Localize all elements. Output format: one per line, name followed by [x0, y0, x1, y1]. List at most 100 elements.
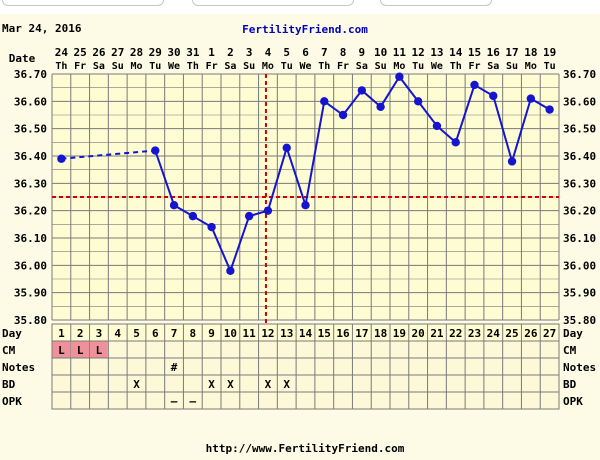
date-label: 8 — [340, 46, 347, 59]
date-label: 28 — [130, 46, 143, 59]
cm-cell: L — [96, 344, 103, 357]
weekday-label: We — [299, 61, 311, 72]
day-cell: 25 — [505, 327, 518, 340]
cm-cell: L — [58, 344, 65, 357]
weekday-label: Tu — [544, 61, 556, 72]
y-tick-label: 36.70 — [563, 68, 596, 81]
bd-cell: X — [133, 378, 140, 391]
day-cell: 1 — [58, 327, 65, 340]
temperature-point — [320, 97, 329, 106]
temperature-point — [413, 97, 423, 106]
bd-row-label-left: BD — [2, 378, 16, 391]
footer-url[interactable]: http://www.FertilityFriend.com — [206, 442, 405, 455]
series-segment — [511, 98, 532, 162]
weekday-label: We — [168, 61, 180, 72]
weekday-label: Tu — [412, 61, 424, 72]
date-label: 5 — [283, 46, 290, 59]
series-segment — [398, 76, 419, 102]
bd-cell: X — [265, 378, 272, 391]
weekday-label: Th — [55, 61, 67, 72]
site-title[interactable]: FertilityFriend.com — [242, 23, 368, 36]
date-label: 12 — [412, 46, 425, 59]
series-segment — [229, 215, 251, 272]
day-cell: 11 — [243, 327, 257, 340]
date-label: 16 — [487, 46, 501, 59]
day-cell: 10 — [224, 327, 237, 340]
weekday-label: Fr — [337, 61, 349, 72]
series-segment — [492, 95, 514, 162]
day-cell: 3 — [96, 327, 103, 340]
day-cell: 20 — [412, 327, 425, 340]
opk-cell: – — [171, 395, 178, 408]
temperature-point — [507, 157, 517, 166]
cm-cell-fill — [71, 341, 90, 358]
day-cell: 17 — [355, 327, 368, 340]
bd-cell: X — [283, 378, 290, 391]
cm-row-label-left: CM — [2, 344, 16, 357]
day-cell: 9 — [208, 327, 215, 340]
date-label: 25 — [74, 46, 87, 59]
temperature-point — [207, 222, 216, 232]
y-tick-label: 35.80 — [14, 314, 47, 327]
cm-cell-fill — [52, 341, 71, 358]
day-cell: 2 — [77, 327, 84, 340]
series-segment — [304, 101, 326, 206]
day-cell: 6 — [152, 327, 159, 340]
cm-cell: L — [77, 344, 84, 357]
date-label: 17 — [505, 46, 518, 59]
day-cell: 8 — [190, 327, 197, 340]
notes-cell: # — [171, 361, 178, 374]
weekday-label: Su — [375, 61, 387, 72]
date-label: 19 — [543, 46, 556, 59]
date-label: 9 — [359, 46, 366, 59]
date-label: 10 — [374, 46, 387, 59]
series-segment — [285, 147, 307, 206]
temperature-point — [432, 121, 442, 131]
grid-lines — [51, 73, 560, 321]
series-segment — [379, 76, 401, 108]
day-cell: 13 — [280, 327, 293, 340]
series-segment — [154, 150, 176, 206]
temperature-point — [489, 91, 498, 101]
y-tick-label: 36.30 — [14, 177, 47, 190]
opk-row-label-right: OPK — [563, 395, 583, 408]
notes-row-label-right: Notes — [563, 361, 596, 374]
series-segment — [210, 226, 232, 272]
cm-row-label-right: CM — [563, 344, 577, 357]
notes-row-label-left: Notes — [2, 361, 35, 374]
weekday-label: Su — [112, 61, 124, 72]
bd-row-label-right: BD — [563, 378, 577, 391]
date-label: 24 — [55, 46, 69, 59]
temperature-point — [188, 211, 198, 221]
date-label: 4 — [265, 46, 272, 59]
temperature-point — [451, 138, 460, 147]
temperature-point — [57, 154, 66, 163]
temperature-series — [57, 72, 554, 275]
weekday-label: We — [431, 61, 443, 72]
weekday-label: Th — [450, 61, 462, 72]
y-tick-label: 36.20 — [14, 205, 47, 218]
day-cell: 5 — [133, 327, 140, 340]
y-tick-label: 36.60 — [14, 95, 47, 108]
day-cell: 15 — [318, 327, 331, 340]
day-cell: 12 — [261, 327, 274, 340]
weekday-label: Sa — [487, 61, 499, 72]
date-label: 14 — [449, 46, 463, 59]
day-row-label-right: Day — [563, 327, 583, 340]
y-axis-left: 36.70 36.60 36.50 36.40 36.30 36.20 36.10 36.00… — [14, 68, 47, 327]
date-label: 31 — [186, 46, 200, 59]
temperature-point — [169, 201, 179, 210]
opk-row-bg — [51, 391, 560, 410]
y-tick-label: 36.70 — [14, 68, 47, 81]
y-tick-label: 35.80 — [563, 314, 596, 327]
y-tick-label: 36.00 — [563, 259, 596, 272]
date-label: 6 — [302, 46, 309, 59]
day-cell: 26 — [524, 327, 538, 340]
series-segment — [454, 84, 476, 143]
bd-cell: X — [208, 378, 215, 391]
temperature-point — [357, 86, 367, 95]
day-cell: 23 — [468, 327, 481, 340]
day-cell: 7 — [171, 327, 178, 340]
day-cell: 16 — [336, 327, 350, 340]
